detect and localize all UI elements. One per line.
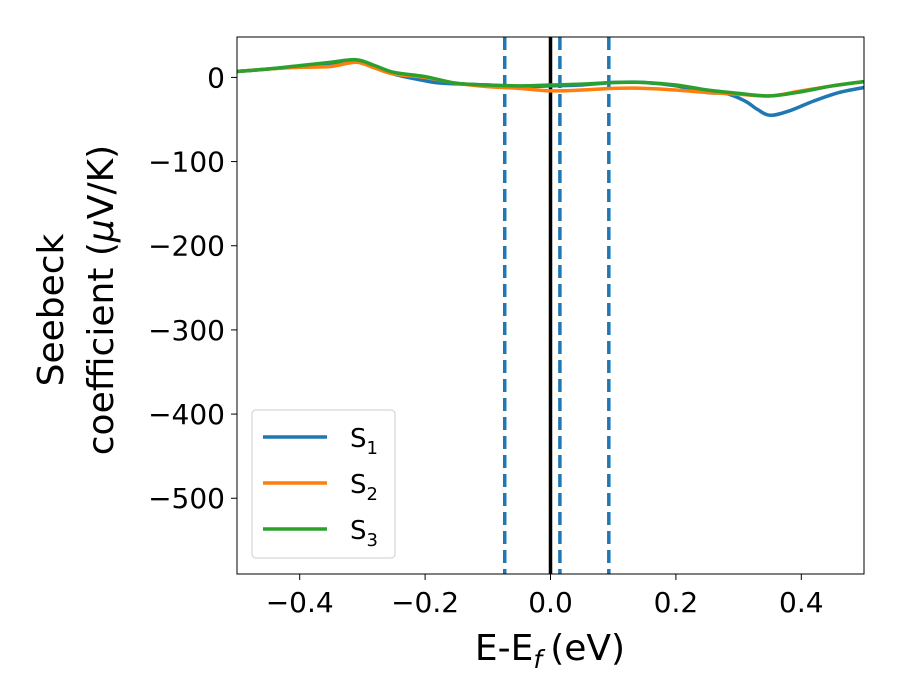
- series-lines: [236, 57, 865, 118]
- y-tick-label: 0: [207, 61, 225, 94]
- x-axis-title-unit: (eV): [550, 628, 625, 669]
- x-axis-title: E-Ef (eV): [475, 628, 625, 674]
- series-line-s3: [236, 57, 865, 98]
- y-axis-title-text: coefficient (: [81, 242, 122, 455]
- y-axis-title-unit: V/K): [81, 145, 122, 219]
- y-tick-label: −100: [148, 146, 225, 179]
- x-axis-title-sub: f: [533, 645, 545, 674]
- y-axis-title-line1: Seebeck: [31, 233, 72, 386]
- reference-lines: [502, 37, 611, 574]
- legend-label-s2: S2: [350, 470, 378, 505]
- legend-label-s3: S3: [350, 516, 378, 551]
- x-tick-label: −0.4: [266, 586, 334, 619]
- legend-label-s1: S1: [350, 424, 378, 459]
- x-tick-label: −0.2: [391, 586, 459, 619]
- y-tick-label: −500: [148, 482, 225, 515]
- y-tick-label: −200: [148, 230, 225, 263]
- legend: S1 S2 S3: [251, 409, 396, 559]
- y-axis-ticks: 0 −100 −200 −300 −400 −500: [148, 61, 237, 515]
- x-tick-label: 0.0: [528, 586, 573, 619]
- x-tick-label: 0.4: [779, 586, 824, 619]
- y-tick-label: −300: [148, 314, 225, 347]
- y-axis-title-line2: coefficient (μV/K): [81, 145, 122, 455]
- y-tick-label: −400: [148, 398, 225, 431]
- legend-items: S1 S2 S3: [263, 424, 378, 551]
- x-tick-label: 0.2: [654, 586, 699, 619]
- x-axis-title-main: E-E: [475, 628, 533, 669]
- x-axis-ticks: −0.4 −0.2 0.0 0.2 0.4: [266, 574, 824, 619]
- y-axis-title-mu: μ: [81, 219, 122, 243]
